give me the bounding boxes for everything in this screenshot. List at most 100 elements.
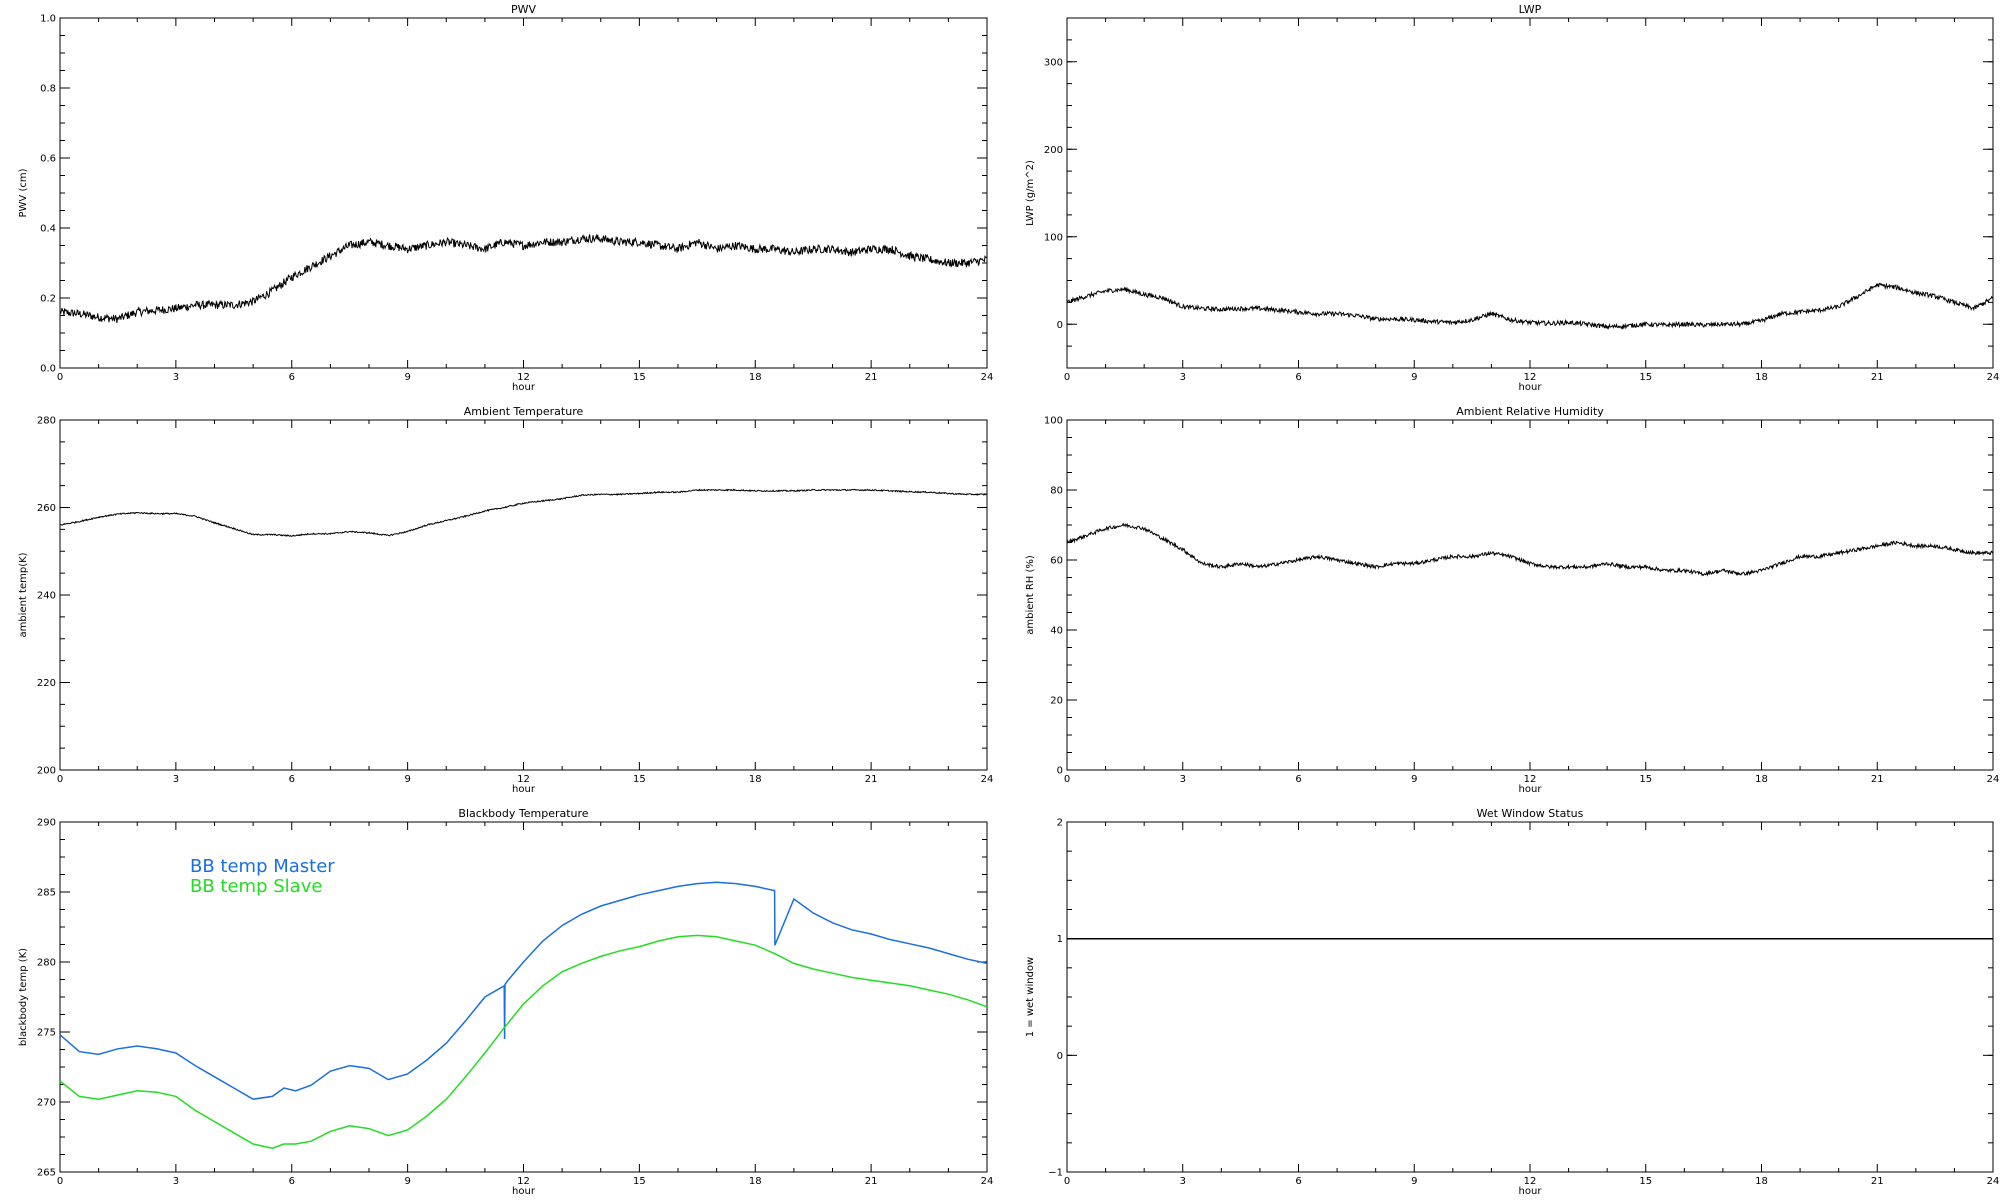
x-tick-label: 21 [1871, 774, 1884, 785]
plot-frame [59, 419, 988, 771]
x-tick-label: 6 [1295, 774, 1301, 785]
y-tick-label: 80 [1050, 486, 1063, 497]
chart-title: Wet Window Status [1477, 807, 1584, 820]
x-tick-label: 24 [981, 372, 994, 383]
x-tick-label: 15 [633, 774, 646, 785]
x-tick-label: 3 [1180, 372, 1186, 383]
y-tick-label: 0 [1057, 766, 1063, 777]
x-tick-label: 21 [865, 372, 878, 383]
chart-panel-4: Ambient Relative Humidity 0 3 6 9 12 15 18 21 24 h… [1025, 405, 1999, 795]
x-tick-label: 3 [173, 1176, 179, 1187]
y-tick-label: 0.6 [40, 154, 56, 165]
y-tick-label: 300 [1044, 57, 1063, 68]
legend-entry: BB temp Master [190, 856, 335, 877]
x-tick-label: 12 [517, 1176, 530, 1187]
chart-panel-3: Ambient Temperature 0 3 6 9 12 15 18 21 24 hour 200… [18, 405, 993, 795]
x-tick-label: 0 [1064, 372, 1070, 383]
x-tick-label: 6 [289, 774, 295, 785]
y-axis-label: ambient temp(K) [18, 552, 29, 637]
x-tick-label: 24 [1987, 1176, 2000, 1187]
x-tick-label: 15 [1639, 774, 1652, 785]
legend-entry: BB temp Slave [190, 876, 322, 897]
series-line-1 [59, 488, 988, 538]
x-tick-label: 0 [1064, 774, 1070, 785]
x-tick-label: 24 [981, 774, 994, 785]
y-tick-label: 240 [37, 591, 56, 602]
x-tick-label: 3 [173, 372, 179, 383]
x-tick-label: 12 [1524, 774, 1537, 785]
chart-title: PWV [511, 3, 537, 16]
y-tick-label: 260 [37, 503, 56, 514]
x-tick-label: 21 [1871, 1176, 1884, 1187]
y-tick-label: 60 [1050, 556, 1063, 567]
x-tick-label: 9 [404, 1176, 410, 1187]
x-tick-label: 9 [404, 372, 410, 383]
y-tick-label: 1 [1057, 934, 1063, 945]
y-tick-label: 270 [37, 1098, 56, 1109]
x-tick-label: 15 [1639, 1176, 1652, 1187]
y-tick-label: 40 [1050, 626, 1063, 637]
x-tick-label: 15 [633, 1176, 646, 1187]
y-tick-label: 285 [37, 888, 56, 899]
y-tick-label: 280 [37, 958, 56, 969]
series-line-1 [1066, 282, 1993, 330]
plot-frame [59, 17, 988, 369]
x-tick-label: 6 [1295, 372, 1301, 383]
x-tick-label: 12 [1524, 1176, 1537, 1187]
x-tick-label: 3 [1180, 1176, 1186, 1187]
plot-frame [1066, 17, 1994, 369]
x-tick-label: 0 [57, 1176, 63, 1187]
y-tick-label: 0.4 [40, 224, 56, 235]
y-tick-label: 265 [37, 1168, 56, 1179]
y-axis-label: 1 = wet window [1025, 957, 1036, 1037]
chart-title: Ambient Relative Humidity [1456, 405, 1604, 418]
x-tick-label: 21 [1871, 372, 1884, 383]
y-tick-label: −1 [1048, 1168, 1063, 1179]
x-tick-label: 18 [749, 372, 762, 383]
x-tick-label: 24 [1987, 372, 2000, 383]
x-axis-label: hour [1519, 382, 1543, 393]
chart-title: Blackbody Temperature [458, 807, 588, 820]
y-tick-label: 100 [1044, 232, 1063, 243]
y-axis-label: ambient RH (%) [1025, 555, 1036, 635]
y-tick-label: 275 [37, 1028, 56, 1039]
x-tick-label: 3 [1180, 774, 1186, 785]
y-tick-label: 280 [37, 416, 56, 427]
series-line-bb-temp-slave [59, 934, 988, 1149]
chart-title: LWP [1519, 3, 1542, 16]
chart-panel-5: Blackbody Temperature 0 3 6 9 12 15 18 21 24 hour 2… [18, 807, 993, 1197]
x-axis-label: hour [1519, 784, 1543, 795]
x-axis-label: hour [512, 784, 536, 795]
x-tick-label: 21 [865, 1176, 878, 1187]
x-tick-label: 18 [749, 1176, 762, 1187]
x-tick-label: 15 [1639, 372, 1652, 383]
series-line-bb-temp-master [59, 881, 988, 1100]
x-tick-label: 6 [289, 372, 295, 383]
y-axis-label: LWP (g/m^2) [1025, 160, 1036, 226]
chart-panel-2: LWP 0 3 6 9 12 15 18 21 24 hour 0 100 200 300 LWP (g/m^… [1025, 3, 1999, 393]
x-tick-label: 9 [1411, 1176, 1417, 1187]
x-tick-label: 0 [1064, 1176, 1070, 1187]
x-tick-label: 18 [749, 774, 762, 785]
y-tick-label: 0.0 [40, 364, 56, 375]
y-axis-label: blackbody temp (K) [18, 948, 29, 1046]
y-tick-label: 200 [1044, 145, 1063, 156]
x-tick-label: 12 [517, 774, 530, 785]
y-tick-label: 20 [1050, 696, 1063, 707]
chart-title: Ambient Temperature [464, 405, 584, 418]
series-line-1 [59, 233, 988, 324]
plot-frame [1066, 419, 1994, 771]
x-tick-label: 6 [1295, 1176, 1301, 1187]
x-tick-label: 9 [404, 774, 410, 785]
y-tick-label: 0.8 [40, 84, 56, 95]
x-tick-label: 12 [517, 372, 530, 383]
x-axis-label: hour [512, 382, 536, 393]
x-axis-label: hour [1519, 1186, 1543, 1197]
y-tick-label: 0 [1057, 320, 1063, 331]
x-tick-label: 6 [289, 1176, 295, 1187]
x-tick-label: 15 [633, 372, 646, 383]
y-tick-label: 0.2 [40, 294, 56, 305]
x-tick-label: 3 [173, 774, 179, 785]
x-tick-label: 21 [865, 774, 878, 785]
